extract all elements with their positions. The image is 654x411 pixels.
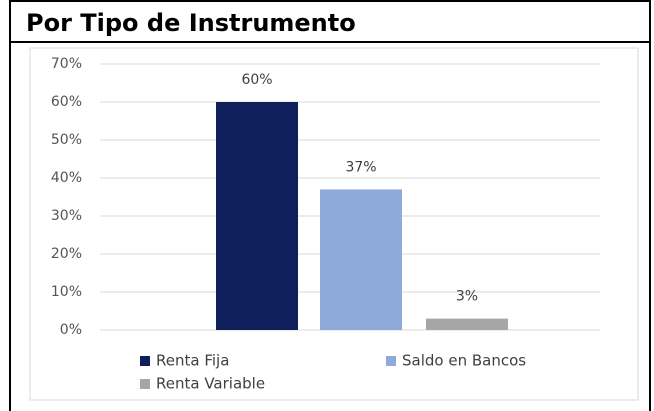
legend-swatch: [140, 379, 150, 389]
legend-swatch: [386, 356, 396, 366]
legend-label: Renta Variable: [156, 375, 265, 393]
bar: [426, 318, 508, 330]
chart-frame: [29, 47, 639, 401]
data-label: 60%: [241, 72, 272, 88]
legend-label: Saldo en Bancos: [402, 352, 526, 370]
y-tick-label: 50%: [51, 132, 82, 148]
legend-label: Renta Fija: [156, 352, 229, 370]
y-tick-label: 40%: [51, 170, 82, 186]
y-tick-label: 70%: [51, 56, 82, 72]
y-tick-label: 60%: [51, 94, 82, 110]
data-label: 3%: [456, 289, 478, 305]
y-tick-label: 0%: [60, 322, 82, 338]
y-tick-label: 30%: [51, 208, 82, 224]
bar: [320, 189, 402, 330]
data-label: 37%: [345, 159, 376, 175]
bar: [216, 102, 298, 330]
y-tick-label: 20%: [51, 246, 82, 262]
chart-title: Por Tipo de Instrumento: [26, 9, 356, 37]
legend-swatch: [140, 356, 150, 366]
y-tick-label: 10%: [51, 284, 82, 300]
